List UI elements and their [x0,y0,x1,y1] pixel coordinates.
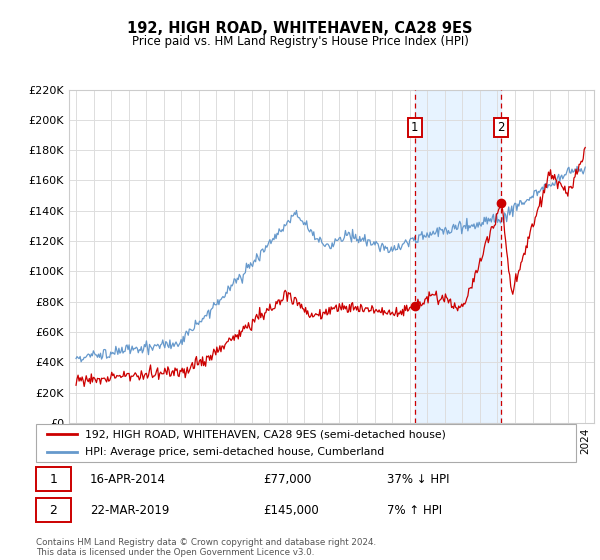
Bar [415,90,501,423]
Text: £145,000: £145,000 [263,503,319,517]
FancyBboxPatch shape [36,498,71,522]
Text: 7% ↑ HPI: 7% ↑ HPI [387,503,442,517]
Text: Contains HM Land Registry data © Crown copyright and database right 2024.
This d: Contains HM Land Registry data © Crown c… [36,538,376,557]
Text: £77,000: £77,000 [263,473,311,486]
Text: 1: 1 [50,473,58,486]
Text: 1: 1 [411,121,418,134]
Text: HPI: Average price, semi-detached house, Cumberland: HPI: Average price, semi-detached house,… [85,447,384,457]
FancyBboxPatch shape [36,467,71,492]
Text: 192, HIGH ROAD, WHITEHAVEN, CA28 9ES (semi-detached house): 192, HIGH ROAD, WHITEHAVEN, CA28 9ES (se… [85,429,445,439]
Text: 16-APR-2014: 16-APR-2014 [90,473,166,486]
Text: 22-MAR-2019: 22-MAR-2019 [90,503,169,517]
Text: Price paid vs. HM Land Registry's House Price Index (HPI): Price paid vs. HM Land Registry's House … [131,35,469,48]
Text: 2: 2 [497,121,505,134]
Text: 192, HIGH ROAD, WHITEHAVEN, CA28 9ES: 192, HIGH ROAD, WHITEHAVEN, CA28 9ES [127,21,473,36]
Text: 2: 2 [50,503,58,517]
FancyBboxPatch shape [36,424,576,462]
Text: 37% ↓ HPI: 37% ↓ HPI [387,473,449,486]
